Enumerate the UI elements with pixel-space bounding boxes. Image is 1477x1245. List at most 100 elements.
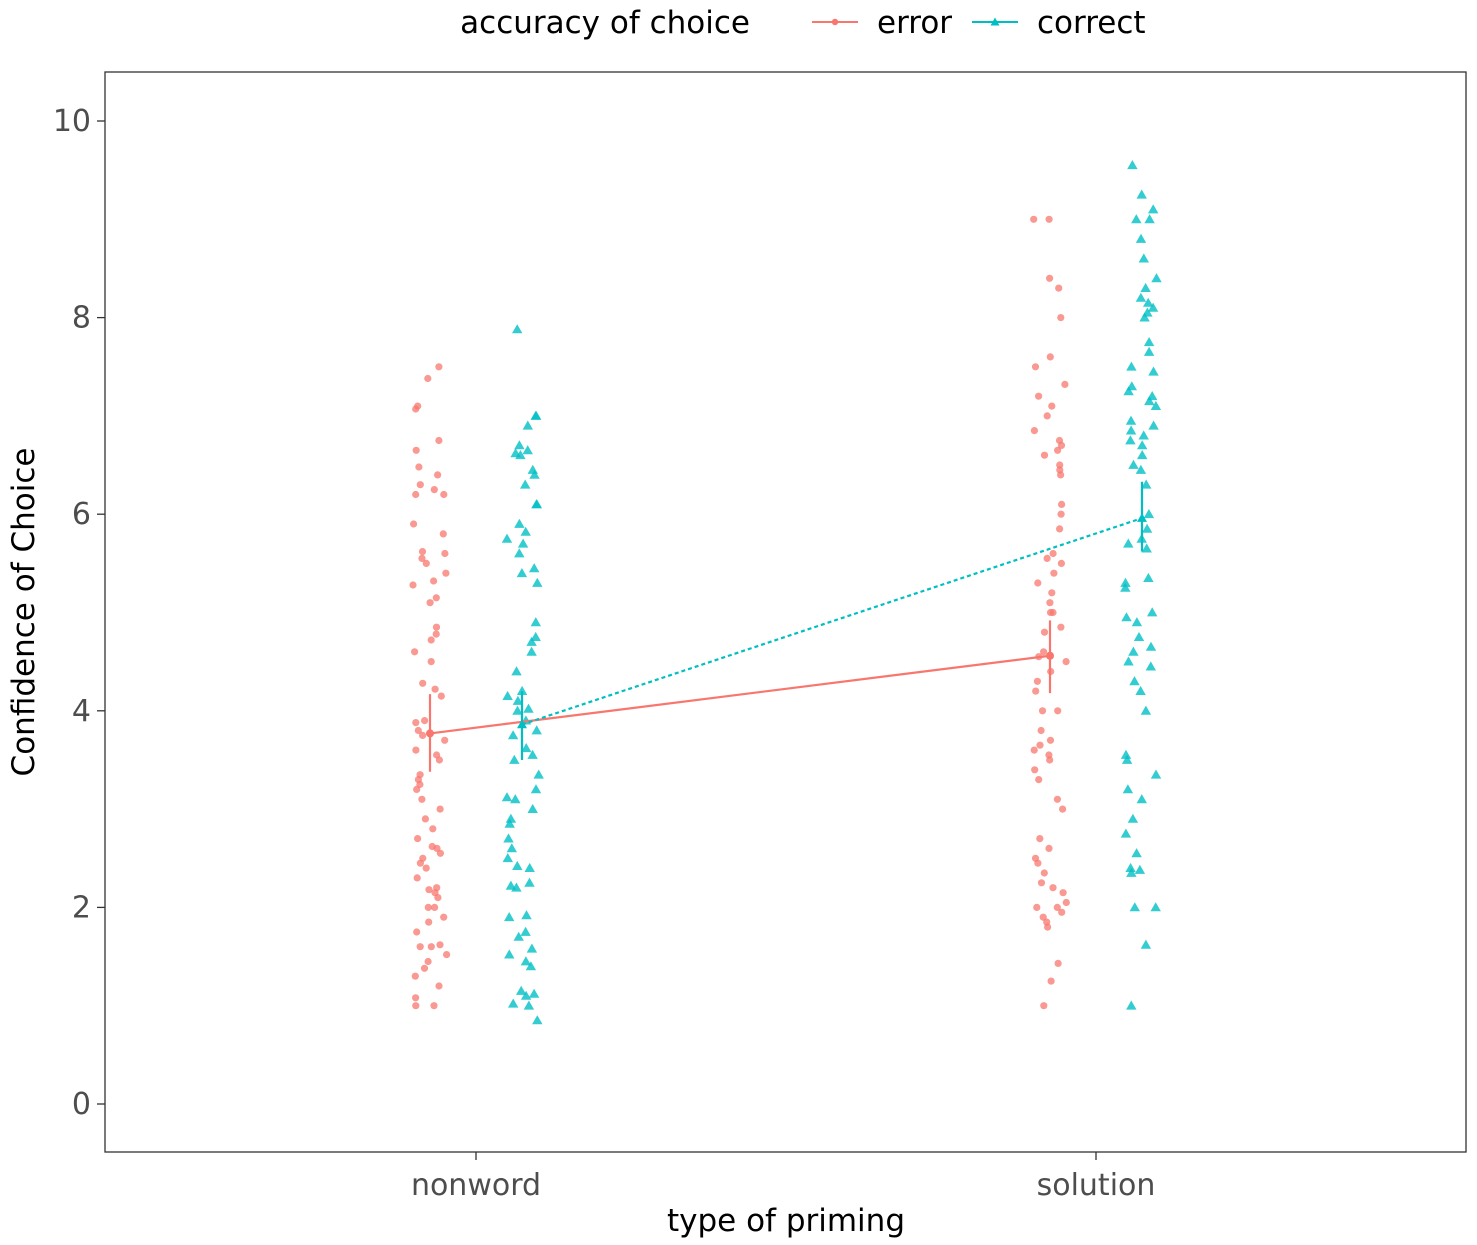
data-point-error (416, 771, 424, 779)
data-point-error (418, 548, 427, 556)
data-point-correct (525, 961, 537, 971)
data-point-correct (1139, 312, 1150, 322)
data-point-error (1057, 559, 1065, 568)
data-point-correct (526, 636, 537, 646)
data-point-error (1030, 215, 1038, 223)
data-point-correct (521, 910, 532, 920)
data-point-error (1033, 677, 1041, 685)
data-point-correct (1125, 415, 1137, 425)
data-point-correct (1141, 479, 1152, 489)
series-summary-error (426, 620, 1054, 772)
data-point-error (1031, 766, 1039, 774)
y-tick-label: 0 (72, 1087, 91, 1122)
data-point-correct (1145, 661, 1156, 671)
data-point-correct (514, 518, 525, 528)
data-point-correct (1135, 464, 1147, 474)
data-point-error (432, 594, 440, 602)
data-point-correct (510, 448, 521, 458)
x-tick-label: solution (1037, 1168, 1156, 1203)
data-point-correct (508, 998, 519, 1008)
data-point-error (412, 719, 420, 727)
data-point-error (1053, 795, 1061, 803)
data-point-error (1038, 707, 1047, 715)
data-point-error (1035, 392, 1043, 400)
data-point-correct (1120, 582, 1131, 592)
data-point-error (412, 446, 420, 454)
data-point-error (1035, 776, 1043, 784)
data-point-correct (504, 912, 515, 922)
data-point-error (411, 648, 419, 656)
data-point-error (435, 363, 443, 371)
data-point-error (433, 751, 441, 759)
data-point-correct (523, 703, 534, 713)
data-point-error (424, 903, 432, 912)
data-point-error (437, 692, 445, 700)
data-point-error (412, 490, 420, 499)
data-point-correct (1126, 867, 1137, 877)
y-tick-label: 10 (53, 104, 91, 139)
data-point-error (433, 884, 441, 892)
data-point-correct (509, 754, 520, 764)
data-point-correct (1134, 864, 1146, 874)
data-point-correct (1150, 769, 1162, 779)
data-point-error (1059, 889, 1067, 897)
data-point-correct (1126, 381, 1137, 391)
data-point-correct (1123, 656, 1134, 666)
data-point-error (1059, 805, 1067, 813)
data-point-correct (1137, 440, 1148, 450)
data-point-error (1033, 903, 1041, 912)
data-point-error (424, 374, 432, 383)
data-point-error (1043, 554, 1051, 563)
data-point-error (1055, 436, 1064, 445)
data-point-correct (527, 803, 538, 813)
data-point-error (429, 825, 437, 833)
data-point-error (1056, 461, 1064, 469)
data-point-error (1055, 284, 1063, 292)
data-point-error (414, 402, 422, 410)
data-point-error (1045, 751, 1053, 759)
data-point-error (441, 549, 449, 558)
data-point-error (1048, 402, 1056, 410)
data-point-error (1047, 977, 1055, 985)
data-point-correct (530, 784, 542, 794)
data-point-error (1054, 707, 1062, 715)
series-summary-correct (517, 481, 1147, 760)
data-point-correct (511, 666, 522, 676)
data-point-correct (1127, 813, 1139, 823)
data-point-error (1046, 736, 1055, 744)
data-point-correct (1125, 435, 1136, 445)
data-point-error (1037, 879, 1046, 887)
data-point-error (410, 520, 418, 528)
mean-marker-correct (1137, 513, 1147, 522)
data-point-correct (1143, 337, 1155, 347)
y-axis: 0 2 4 6 8 10 (53, 104, 105, 1122)
data-point-correct (520, 926, 531, 936)
data-point-correct (501, 533, 513, 543)
data-point-error (1031, 854, 1040, 862)
data-point-error (1040, 451, 1049, 459)
data-points (409, 160, 1162, 1025)
data-point-error (1054, 959, 1062, 968)
data-point-error (435, 982, 443, 990)
y-tick-label: 2 (72, 890, 91, 925)
data-point-correct (516, 985, 527, 995)
data-point-correct (512, 860, 523, 870)
data-point-correct (1138, 430, 1149, 440)
data-point-error (1043, 412, 1051, 420)
data-point-error (443, 951, 451, 959)
data-point-error (1040, 648, 1048, 656)
data-point-correct (1120, 749, 1132, 759)
data-point-correct (514, 548, 525, 558)
data-point-correct (1142, 307, 1153, 317)
data-point-error (432, 623, 441, 631)
data-point-error (441, 736, 449, 744)
data-point-error (416, 481, 424, 489)
mean-line-correct (521, 517, 1143, 726)
data-point-correct (1145, 641, 1157, 651)
data-point-correct (1141, 543, 1152, 553)
data-point-error (419, 854, 427, 862)
data-point-error (409, 581, 417, 589)
data-point-correct (510, 794, 521, 804)
data-point-error (436, 805, 444, 813)
data-point-error (412, 1002, 420, 1010)
